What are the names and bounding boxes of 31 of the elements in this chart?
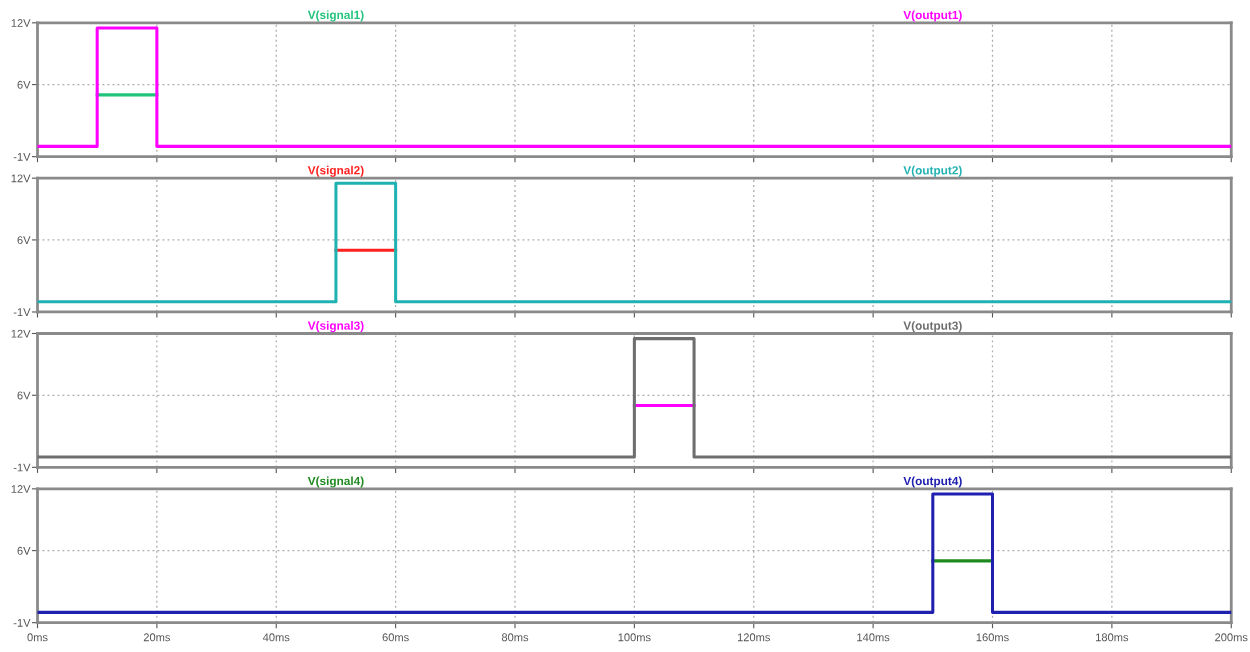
y-tick-label: 12V xyxy=(11,329,31,338)
text: V(signal4) xyxy=(307,476,364,488)
y-tick-label: 6V xyxy=(17,236,31,245)
y-tick-label: 6V xyxy=(17,80,31,89)
x-tick-label: 140ms xyxy=(857,633,890,642)
x-tick-label: 100ms xyxy=(618,633,651,642)
series-label: V(output4) xyxy=(903,476,962,488)
x-tick-label: 80ms xyxy=(501,633,529,642)
x-tick-label: 40ms xyxy=(262,633,290,642)
text: V(signal1) xyxy=(307,10,364,22)
x-tick-label: 120ms xyxy=(737,633,771,642)
y-tick-label: 12V xyxy=(11,485,31,493)
y-tick-label: -1V xyxy=(13,463,31,472)
y-tick-label: 6V xyxy=(17,546,31,555)
y-tick-label: 6V xyxy=(17,391,31,400)
y-tick-label: -1V xyxy=(13,153,31,161)
y-tick-label: -1V xyxy=(13,308,31,317)
text: V(output3) xyxy=(903,321,962,333)
y-tick-label: 12V xyxy=(11,174,31,183)
text: V(signal3) xyxy=(307,321,364,333)
text: V(signal2) xyxy=(307,165,364,177)
x-tick-label: 60ms xyxy=(382,633,409,642)
x-tick-label: 200ms xyxy=(1215,633,1248,642)
text: V(output2) xyxy=(903,165,962,177)
y-tick-label: 12V xyxy=(11,19,31,27)
x-tick-label: 180ms xyxy=(1096,633,1129,642)
x-tick-label: 20ms xyxy=(143,633,171,642)
x-tick-label: 0ms xyxy=(27,633,48,642)
y-tick-label: -1V xyxy=(13,619,31,627)
text: V(output1) xyxy=(903,10,962,22)
x-tick-label: 160ms xyxy=(976,633,1009,642)
